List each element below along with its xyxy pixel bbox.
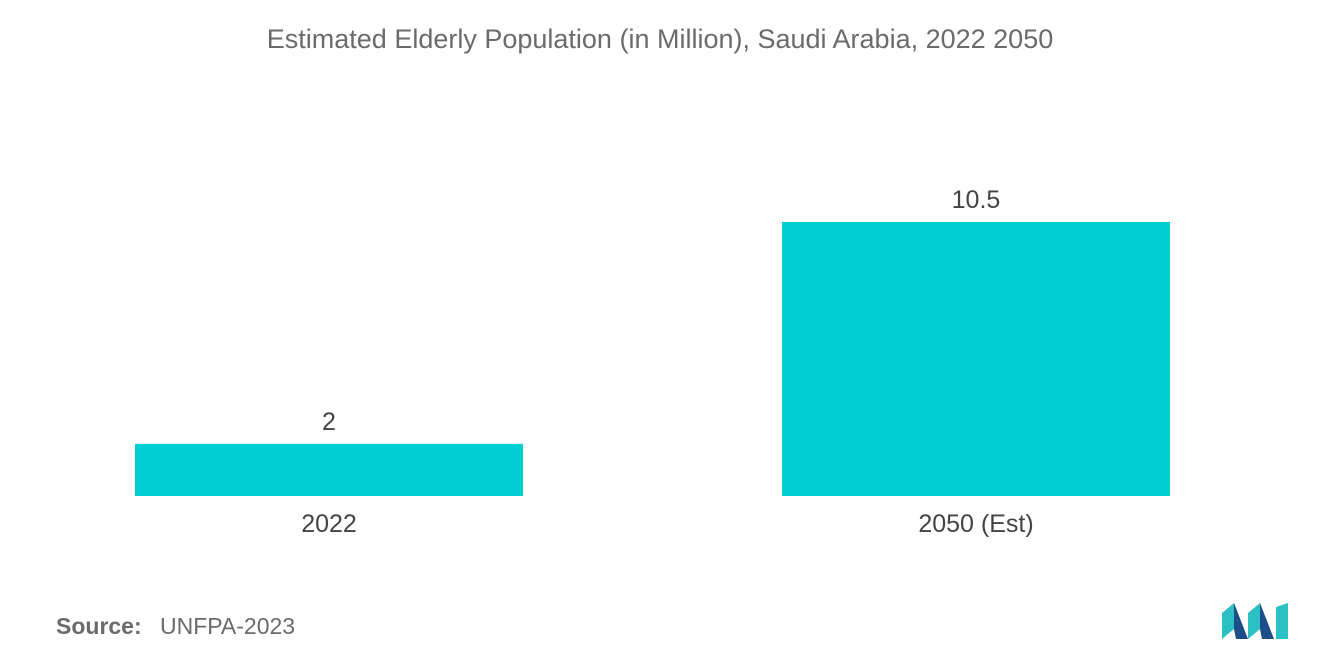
bar-0 (135, 443, 523, 496)
category-label-0: 2022 (301, 510, 357, 538)
source-text: UNFPA-2023 (160, 613, 296, 639)
chart-title: Estimated Elderly Population (in Million… (266, 24, 1054, 54)
bar-1 (782, 222, 1170, 496)
source-label: Source: (56, 613, 142, 639)
source-note: Source: UNFPA-2023 (56, 613, 295, 640)
data-label-1: 10.5 (952, 186, 1001, 214)
mordor-intelligence-logo-icon (1222, 603, 1288, 639)
data-label-0: 2 (322, 408, 336, 436)
category-label-1: 2050 (Est) (918, 510, 1033, 538)
